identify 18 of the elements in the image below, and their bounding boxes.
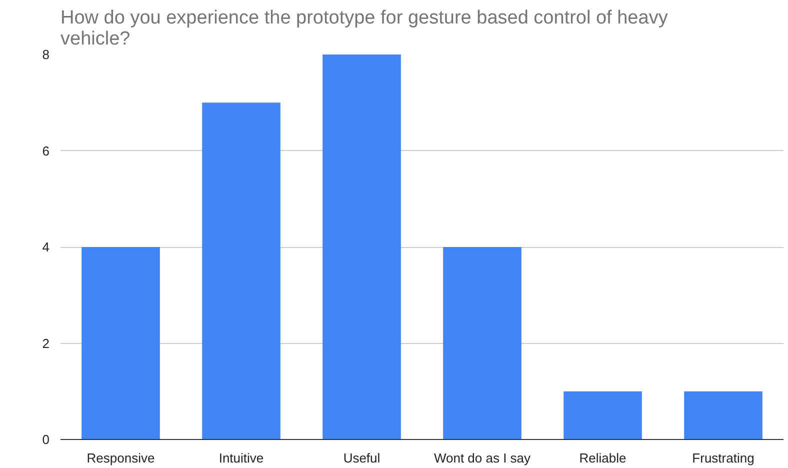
bar	[202, 102, 280, 440]
x-tick-label: Useful	[343, 450, 380, 466]
x-tick-label: Wont do as I say	[434, 450, 532, 466]
bar	[82, 247, 160, 440]
y-tick-label: 0	[42, 432, 50, 447]
x-tick-label: Frustrating	[692, 450, 754, 466]
x-tick-label: Reliable	[579, 450, 626, 466]
bar	[443, 247, 522, 440]
y-tick-label: 4	[42, 240, 50, 254]
y-tick-label: 8	[42, 47, 50, 62]
chart-title: How do you experience the prototype for gesture based control of heavy vehicle?	[60, 8, 668, 50]
bar	[322, 54, 401, 440]
y-tick-label: 6	[42, 143, 50, 158]
bar	[564, 391, 642, 440]
x-tick-label: Responsive	[86, 450, 155, 466]
y-tick-label: 2	[42, 336, 50, 351]
bar	[684, 391, 762, 440]
x-tick-label: Intuitive	[218, 450, 264, 466]
